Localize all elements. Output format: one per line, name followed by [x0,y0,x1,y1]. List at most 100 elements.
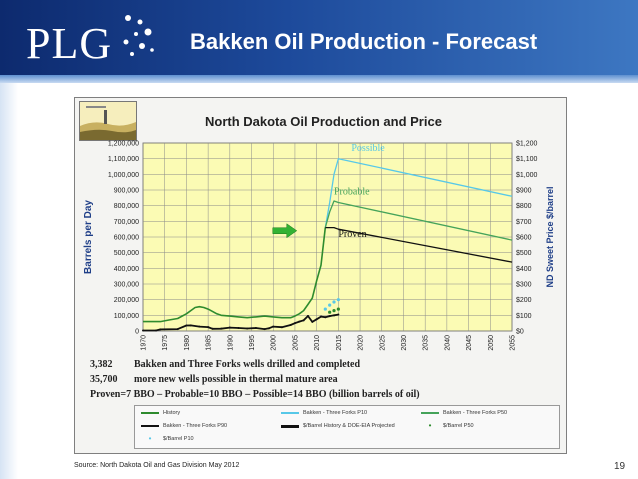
x-tick-label: 2005 [292,335,299,351]
chart-title: North Dakota Oil Production and Price [205,114,442,129]
price-point [324,316,327,319]
plg-logo: PLG [26,19,113,68]
x-tick-label: 1975 [162,335,169,351]
y2-tick-label: $600 [516,235,532,242]
price-point [237,327,240,330]
legend-label: History [163,410,181,416]
price-point [319,315,322,318]
price-point [298,320,301,323]
price-point [332,300,336,304]
slide-header: PLG Bakken Oil Production - Forecast [0,0,638,83]
price-point [207,326,210,329]
geology-thumbnail-icon [79,101,137,141]
stat-text: Bakken and Three Forks wells drilled and… [134,359,361,370]
x-tick-label: 1995 [249,335,256,351]
y-tick-label: 200,000 [114,297,139,304]
legend-item: History [141,410,180,416]
y-axis-title: Barrels per Day [83,200,94,274]
x-tick-label: 1985 [206,335,213,351]
x-tick-label: 1990 [227,335,234,351]
legend-swatch [281,424,299,428]
logo-dots-icon [123,15,154,56]
legend-label: $/Barrel History & DOE-EIA Projected [303,423,395,429]
left-decor-strip [0,83,18,479]
x-tick-label: 2030 [401,335,408,351]
header-band [0,75,638,83]
y2-tick-label: $0 [516,329,524,336]
legend-label: Bakken - Three Forks P10 [303,410,368,416]
price-point [185,324,188,327]
price-point [267,327,270,330]
legend-item: • $/Barrel P10 [141,435,194,443]
y2-tick-label: $300 [516,282,532,289]
green-arrow-icon [272,223,298,239]
price-point [328,310,332,314]
price-point [332,309,336,313]
x-tick-label: 2055 [510,335,517,351]
price-point [337,313,340,316]
y-tick-label: 500,000 [114,250,139,257]
legend-item: $/Barrel History & DOE-EIA Projected [281,423,395,429]
price-point [254,327,257,330]
price-point [289,324,292,327]
x-tick-label: 2015 [336,335,343,351]
x-tick-label: 2020 [358,335,365,351]
legend-label: $/Barrel P10 [163,436,194,442]
series-line [324,158,513,228]
y2-tick-label: $100 [516,313,532,320]
legend-label: Bakken - Three Forks P90 [163,423,228,429]
legend-label: Bakken - Three Forks P50 [443,410,508,416]
price-point [228,326,231,329]
annotation-label: Probable [334,187,370,198]
y-tick-label: 900,000 [114,188,139,195]
price-point [328,303,332,307]
y-tick-label: 800,000 [114,203,139,210]
well-stats: 3,382 Bakken and Three Forks wells drille… [90,357,420,402]
stat-number: 3,382 [90,359,113,370]
y-tick-label: 400,000 [114,266,139,273]
price-point [336,307,340,311]
y-tick-label: 1,200,000 [108,141,139,148]
legend-item: Bakken - Three Forks P10 [281,410,367,416]
legend-label: $/Barrel P50 [443,423,474,429]
price-point [280,326,283,329]
y-tick-label: 600,000 [114,235,139,242]
y2-tick-label: $700 [516,219,532,226]
stat-text: more new wells possible in thermal matur… [134,374,338,385]
stat-line-drilled: 3,382 Bakken and Three Forks wells drille… [90,357,420,372]
y2-tick-label: $1,100 [516,156,538,163]
chart-legend: History Bakken - Three Forks P10 Bakken - … [134,405,560,449]
source-note: Source: North Dakota Oil and Gas Divisio… [74,462,240,469]
legend-swatch [141,412,159,414]
y2-tick-label: $1,000 [516,172,538,179]
x-tick-label: 2045 [466,335,473,351]
price-point [189,324,192,327]
y-tick-label: 0 [135,329,139,336]
x-tick-label: 2050 [488,335,495,351]
price-point [246,327,249,330]
y-tick-label: 100,000 [114,313,139,320]
slide-title: Bakken Oil Production - Forecast [190,29,538,54]
legend-swatch [141,425,159,427]
y2-tick-label: $200 [516,297,532,304]
legend-item: Bakken - Three Forks P50 [421,410,507,416]
x-tick-label: 2010 [314,335,321,351]
y2-axis-title: ND Sweet Price $/barrel [545,186,555,287]
price-point [333,314,336,317]
price-point [198,325,201,328]
legend-swatch [281,412,299,414]
price-point [155,329,158,332]
y-tick-label: 300,000 [114,282,139,289]
legend-swatch [421,412,439,414]
legend-item: • $/Barrel P50 [421,422,474,430]
x-tick-label: 1980 [184,335,191,351]
reserves-line: Proven=7 BBO – Probable=10 BBO – Possibl… [90,389,420,400]
page-number: 19 [614,461,626,472]
annotation-label: Possible [351,143,385,154]
x-tick-label: 2040 [444,335,451,351]
stat-number: 35,700 [90,374,118,385]
x-tick-label: 2035 [423,335,430,351]
y-tick-label: 1,000,000 [108,172,139,179]
price-point [315,318,318,321]
price-point [328,315,331,318]
